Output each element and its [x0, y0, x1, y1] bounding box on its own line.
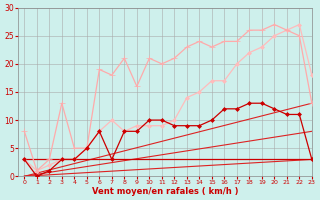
X-axis label: Vent moyen/en rafales ( km/h ): Vent moyen/en rafales ( km/h ): [92, 187, 238, 196]
